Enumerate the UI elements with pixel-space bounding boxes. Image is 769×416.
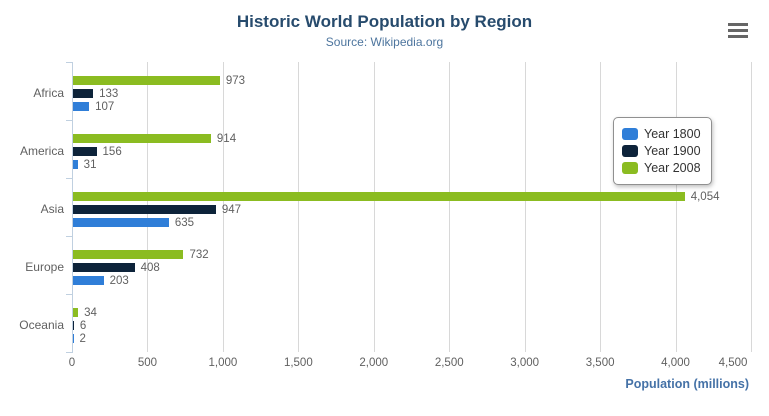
x-axis-tick-label: 3,000 xyxy=(510,357,540,369)
x-axis-tick-label: 1,000 xyxy=(208,357,238,369)
gridline xyxy=(373,62,375,352)
category-label: Asia xyxy=(40,202,64,216)
x-axis-tick-label: 3,500 xyxy=(585,357,615,369)
menu-bar xyxy=(728,34,748,38)
bar-year-1800-europe[interactable] xyxy=(73,276,104,285)
bar-year-1900-oceania[interactable] xyxy=(73,321,74,330)
legend-swatch-icon xyxy=(622,162,638,174)
bar-year-2008-asia[interactable] xyxy=(73,192,685,201)
x-axis-title: Population (millions) xyxy=(625,377,749,391)
category-label: Europe xyxy=(25,260,64,274)
gridline xyxy=(222,62,224,352)
gridline xyxy=(524,62,526,352)
legend-label: Year 1900 xyxy=(644,144,701,158)
y-axis-tick xyxy=(66,352,72,353)
y-axis-tick xyxy=(66,236,72,237)
bar-year-1800-oceania[interactable] xyxy=(73,334,74,343)
x-axis-tick-label: 2,000 xyxy=(359,357,389,369)
bar-value-label: 973 xyxy=(225,74,245,87)
bar-year-1800-america[interactable] xyxy=(73,160,78,169)
category-label: America xyxy=(19,144,64,158)
legend-swatch-icon xyxy=(622,128,638,140)
menu-bar xyxy=(728,28,748,32)
category-label: Africa xyxy=(33,86,64,100)
bar-year-1900-asia[interactable] xyxy=(73,205,216,214)
bar-value-label: 635 xyxy=(174,216,194,229)
legend: Year 1800 Year 1900 Year 2008 xyxy=(613,117,712,185)
bar-value-label: 107 xyxy=(95,100,115,113)
bar-value-label: 34 xyxy=(84,306,97,319)
bar-value-label: 133 xyxy=(99,87,119,100)
menu-icon[interactable] xyxy=(725,19,751,41)
y-axis-tick xyxy=(66,178,72,179)
gridline xyxy=(298,62,300,352)
legend-label: Year 2008 xyxy=(644,161,701,175)
gridline xyxy=(449,62,451,352)
bar-value-label: 6 xyxy=(79,319,87,332)
bar-year-1900-america[interactable] xyxy=(73,147,97,156)
legend-item-year-2008[interactable]: Year 2008 xyxy=(622,160,703,176)
y-axis-tick xyxy=(66,62,72,63)
bar-value-label: 947 xyxy=(221,203,242,216)
x-axis-tick-label: 4,500 xyxy=(718,357,748,369)
menu-bar xyxy=(728,22,748,26)
bar-year-2008-america[interactable] xyxy=(73,134,211,143)
bar-year-1900-europe[interactable] xyxy=(73,263,135,272)
x-axis-tick-label: 2,500 xyxy=(434,357,464,369)
y-axis-tick xyxy=(66,294,72,295)
gridline xyxy=(600,62,602,352)
chart-title: Historic World Population by Region xyxy=(236,12,533,31)
bar-year-1900-africa[interactable] xyxy=(73,89,94,98)
bar-year-1800-africa[interactable] xyxy=(73,102,90,111)
bar-year-1800-asia[interactable] xyxy=(73,218,169,227)
legend-label: Year 1800 xyxy=(644,127,701,141)
x-axis-tick-label: 4,000 xyxy=(661,357,690,369)
x-axis-tick-label: 0 xyxy=(68,357,76,369)
gridline xyxy=(751,62,752,352)
bar-value-label: 203 xyxy=(109,274,129,287)
bar-year-2008-africa[interactable] xyxy=(73,76,220,85)
chart-subtitle: Source: Wikipedia.org xyxy=(325,35,444,49)
x-axis-tick-label: 1,500 xyxy=(283,357,313,369)
bar-year-2008-oceania[interactable] xyxy=(73,308,79,317)
bar-value-label: 408 xyxy=(140,261,160,274)
legend-swatch-icon xyxy=(622,145,638,157)
y-axis-line xyxy=(72,62,73,353)
bar-value-label: 31 xyxy=(83,158,97,171)
bar-value-label: 156 xyxy=(102,145,122,158)
bar-value-label: 914 xyxy=(216,132,237,145)
bar-value-label: 732 xyxy=(189,248,209,261)
gridline xyxy=(675,62,677,352)
bar-year-2008-europe[interactable] xyxy=(73,250,184,259)
legend-item-year-1900[interactable]: Year 1900 xyxy=(622,143,703,159)
category-label: Oceania xyxy=(19,318,64,332)
bar-value-label: 4,054 xyxy=(690,190,720,203)
y-axis-tick xyxy=(66,120,72,121)
x-axis-tick-label: 500 xyxy=(137,357,158,369)
legend-item-year-1800[interactable]: Year 1800 xyxy=(622,126,703,142)
bar-value-label: 2 xyxy=(79,332,86,345)
